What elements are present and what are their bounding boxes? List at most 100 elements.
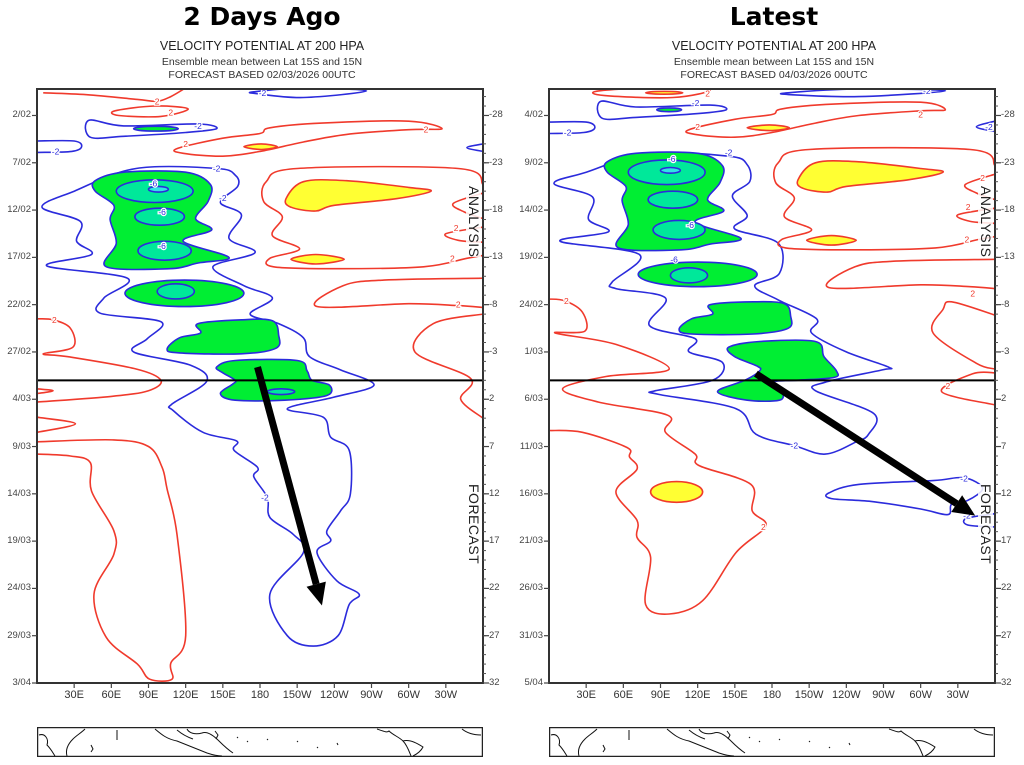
contour-label: -2 — [564, 128, 572, 138]
y-tick-label-date: 5/04 — [524, 677, 544, 688]
coastline — [698, 728, 746, 754]
y-tick-label-lead: 17 — [489, 535, 500, 547]
coastline — [578, 728, 598, 757]
x-tick-label: 60W — [397, 689, 420, 701]
chart-subtitle: Ensemble mean between Lat 15S and 15N — [161, 56, 363, 68]
contour-label: -2 — [219, 193, 227, 203]
contour-label: -2 — [923, 86, 931, 96]
x-tick-label: 30E — [64, 689, 84, 701]
contour-label: -2 — [963, 511, 971, 521]
positive-contour-2 — [549, 298, 767, 615]
positive-contour-2 — [591, 89, 711, 99]
y-tick-label-lead: 12 — [489, 487, 500, 499]
world-map-strip — [37, 727, 483, 757]
y-tick-label-date: 12/02 — [7, 204, 31, 216]
contour-label: 2 — [705, 89, 710, 99]
contour-label: -2 — [213, 163, 221, 173]
y-tick-label-lead: 17 — [1001, 535, 1012, 547]
x-tick-label: 150E — [209, 689, 236, 701]
y-tick-label-date: 14/02 — [519, 204, 543, 216]
coastline — [90, 744, 94, 753]
x-tick-label: 120E — [172, 689, 199, 701]
y-tick-label-date: 29/03 — [7, 629, 31, 641]
chart-title: VELOCITY POTENTIAL AT 200 HPA — [159, 39, 365, 53]
y-tick-label-lead: -23 — [489, 156, 503, 168]
y-tick-label-date: 21/03 — [519, 535, 543, 547]
contour-label: -2 — [725, 147, 733, 157]
y-tick-label-date: 27/02 — [7, 345, 31, 357]
coastline — [666, 728, 735, 757]
y-tick-label-lead: -28 — [489, 109, 503, 121]
contour-label: 2 — [966, 202, 971, 212]
contour-label: 2 — [980, 173, 985, 183]
y-tick-label-date: 24/02 — [519, 298, 543, 310]
negative-contour-2 — [596, 100, 728, 121]
x-tick-label: 120E — [684, 689, 711, 701]
x-tick-label: 150W — [282, 689, 312, 701]
contour-label: -6 — [670, 254, 678, 264]
y-tick-label-lead: -13 — [1001, 251, 1015, 263]
y-tick-label-lead: 27 — [489, 629, 500, 641]
forecast-label: FORECAST — [978, 484, 994, 565]
contour-label: 2 — [424, 125, 429, 135]
contour-cell-neg8 — [659, 166, 682, 174]
contour-label: -2 — [261, 493, 269, 503]
contour-cell-neg6 — [266, 388, 296, 396]
positive-contour-2 — [930, 300, 995, 370]
x-tick-label: 60E — [101, 689, 122, 701]
y-tick-label-lead: 2 — [1001, 393, 1007, 405]
contour-cell-neg6 — [647, 190, 699, 209]
contour-label: 2 — [970, 288, 975, 298]
positive-contour-2 — [43, 89, 186, 103]
contour-cell-neg4 — [132, 125, 180, 132]
panel-heading: Latest — [729, 2, 819, 31]
y-tick-label-lead: 22 — [1001, 582, 1012, 594]
contour-label: 2 — [183, 139, 188, 149]
y-tick-label-lead: -3 — [1001, 345, 1010, 357]
map-frame — [549, 727, 995, 757]
x-tick-label: 180 — [762, 689, 782, 701]
y-tick-label-lead: -28 — [1001, 109, 1015, 121]
coastline — [38, 734, 56, 757]
y-tick-label-lead: 7 — [1001, 440, 1007, 452]
coastline — [66, 728, 86, 757]
panel-latest: Latest VELOCITY POTENTIAL AT 200 HPA Ens… — [512, 0, 1024, 765]
y-tick-label-lead: -18 — [489, 204, 503, 216]
negative-contour-2 — [41, 165, 375, 647]
positive-contour-2 — [773, 146, 995, 251]
positive-contour-4 — [805, 234, 858, 246]
positive-contour-2 — [261, 165, 483, 270]
y-tick-label-date: 14/03 — [7, 487, 31, 499]
contour-cell-neg6 — [652, 219, 706, 241]
positive-contour-2 — [37, 416, 77, 434]
contour-label: 2 — [52, 315, 57, 325]
y-tick-label-lead: 7 — [489, 440, 495, 452]
y-tick-label-lead: 12 — [1001, 487, 1012, 499]
world-map-strip — [549, 727, 995, 757]
contour-cell-neg6 — [137, 240, 193, 262]
contour-cell-pos4 — [644, 90, 684, 96]
y-tick-label-lead: 32 — [489, 677, 500, 688]
x-tick-label: 60W — [909, 689, 932, 701]
coastline — [888, 728, 924, 757]
trend-arrow-shaft — [254, 366, 320, 586]
x-tick-label: 150W — [794, 689, 824, 701]
contour-label: 2 — [155, 96, 160, 106]
contour-label: -2 — [985, 122, 993, 132]
y-tick-label-date: 6/03 — [524, 393, 544, 405]
y-tick-label-date: 4/02 — [524, 109, 544, 121]
y-tick-label-lead: 22 — [489, 582, 500, 594]
positive-contour-4 — [284, 178, 432, 212]
coastline — [214, 730, 219, 740]
positive-contour-2 — [685, 101, 947, 139]
positive-contour-2 — [825, 258, 995, 290]
y-tick-label-date: 24/03 — [7, 582, 31, 594]
y-tick-label-date: 11/03 — [519, 440, 543, 452]
coastline — [402, 740, 424, 757]
y-tick-label-date: 22/02 — [7, 298, 31, 310]
contour-label: 2 — [454, 223, 459, 233]
x-tick-label: 30E — [576, 689, 596, 701]
contour-label: -2 — [960, 474, 968, 484]
coastline — [550, 734, 568, 757]
